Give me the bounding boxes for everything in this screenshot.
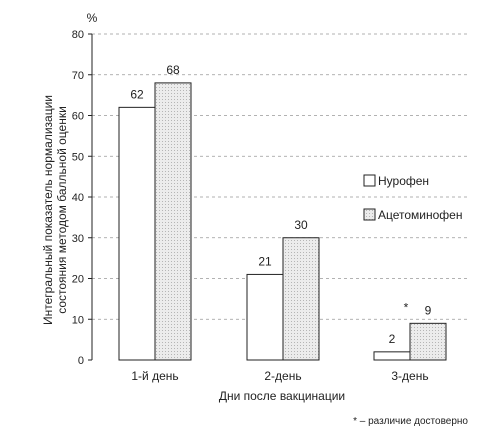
legend-swatch-acetaminophen — [363, 208, 376, 221]
data-label-acetaminophen-1: 68 — [166, 63, 180, 77]
x-tick-label-3: 3-день — [391, 369, 428, 383]
y-tick-label-20: 20 — [72, 274, 84, 286]
footnote: * – различие достоверно — [353, 416, 468, 427]
legend-label-nurofen: Нурофен — [378, 174, 429, 188]
legend-swatch-nurofen — [363, 174, 376, 187]
data-label-acetaminophen-2: 30 — [294, 218, 308, 232]
axes-layer — [88, 33, 93, 361]
y-tick-label-70: 70 — [72, 70, 84, 82]
bar-nurofen-2 — [246, 273, 284, 361]
y-unit-label: % — [87, 11, 98, 25]
data-label-nurofen-1: 62 — [130, 87, 144, 101]
y-axis-title-line1: Интегральный показатель нормализации — [41, 95, 55, 325]
y-tick-label-30: 30 — [72, 233, 84, 245]
bar-acetaminophen-2 — [282, 237, 320, 361]
y-tick-label-80: 80 — [72, 29, 84, 41]
y-tick-label-60: 60 — [72, 111, 84, 123]
bars-layer — [118, 82, 447, 361]
data-label-nurofen-3: 2 — [389, 332, 396, 346]
bar-acetaminophen-3 — [409, 322, 447, 361]
y-tick-label-10: 10 — [72, 314, 84, 326]
bar-acetaminophen-1 — [154, 82, 192, 361]
x-tick-label-1: 1-й день — [131, 369, 178, 383]
bar-nurofen-3 — [373, 351, 411, 361]
legend-label-acetaminophen: Ацетоминофен — [378, 208, 462, 222]
y-tick-label-50: 50 — [72, 151, 84, 163]
x-tick-label-2: 2-день — [264, 369, 301, 383]
legend: Нурофен Ацетоминофен — [363, 174, 462, 222]
bar-nurofen-1 — [118, 106, 156, 361]
y-tick-label-40: 40 — [72, 192, 84, 204]
data-label-nurofen-2: 21 — [258, 254, 272, 268]
data-label-acetaminophen-3: 9 — [425, 303, 432, 317]
labels-layer: 0 10 20 30 40 50 60 70 80 62 68 1-й день 21 30 2-день 2… — [72, 29, 432, 383]
y-tick-label-0: 0 — [78, 355, 84, 367]
y-axis-title-line2: состояния методом балльной оценки — [55, 106, 69, 314]
x-axis-title: Дни после вакцинации — [219, 389, 345, 403]
significance-marker-1: * — [404, 300, 409, 314]
